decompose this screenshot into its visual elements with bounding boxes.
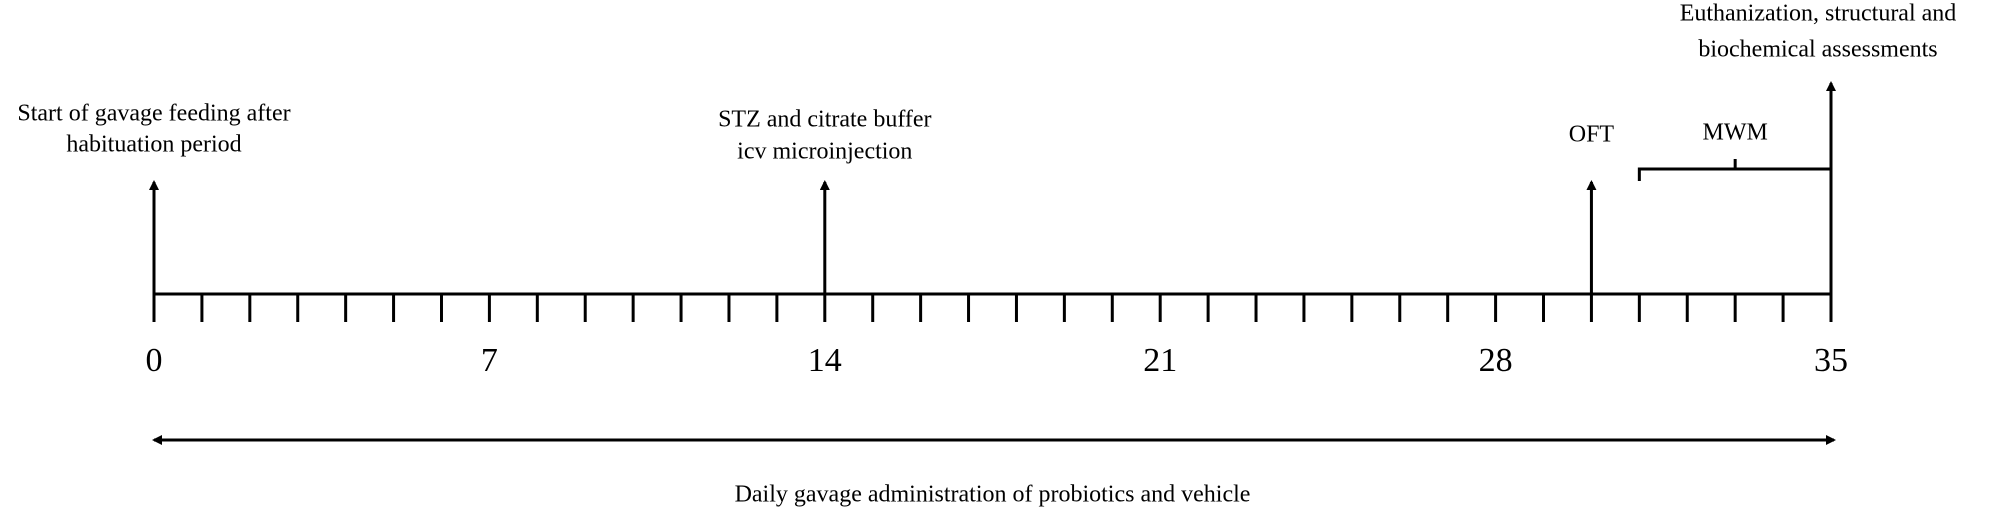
day-label: 7 [481,342,498,379]
period-bracket [1637,159,1831,181]
period-label: MWM [1702,120,1767,146]
day-label: 28 [1479,342,1513,379]
day-label: 21 [1143,342,1177,379]
event-label: STZ and citrate buffer [718,107,931,133]
event-label: OFT [1569,122,1615,148]
day-label: 14 [808,342,842,379]
event-label: Start of gavage feeding after [17,101,290,127]
event-label: Euthanization, structural and [1680,1,1957,27]
event-label: biochemical assessments [1698,37,1937,63]
day-label: 35 [1814,342,1848,379]
event-label: habituation period [66,132,241,158]
span-label: Daily gavage administration of probiotic… [735,482,1251,508]
event-label: icv microinjection [737,139,912,165]
day-label: 0 [146,342,163,379]
